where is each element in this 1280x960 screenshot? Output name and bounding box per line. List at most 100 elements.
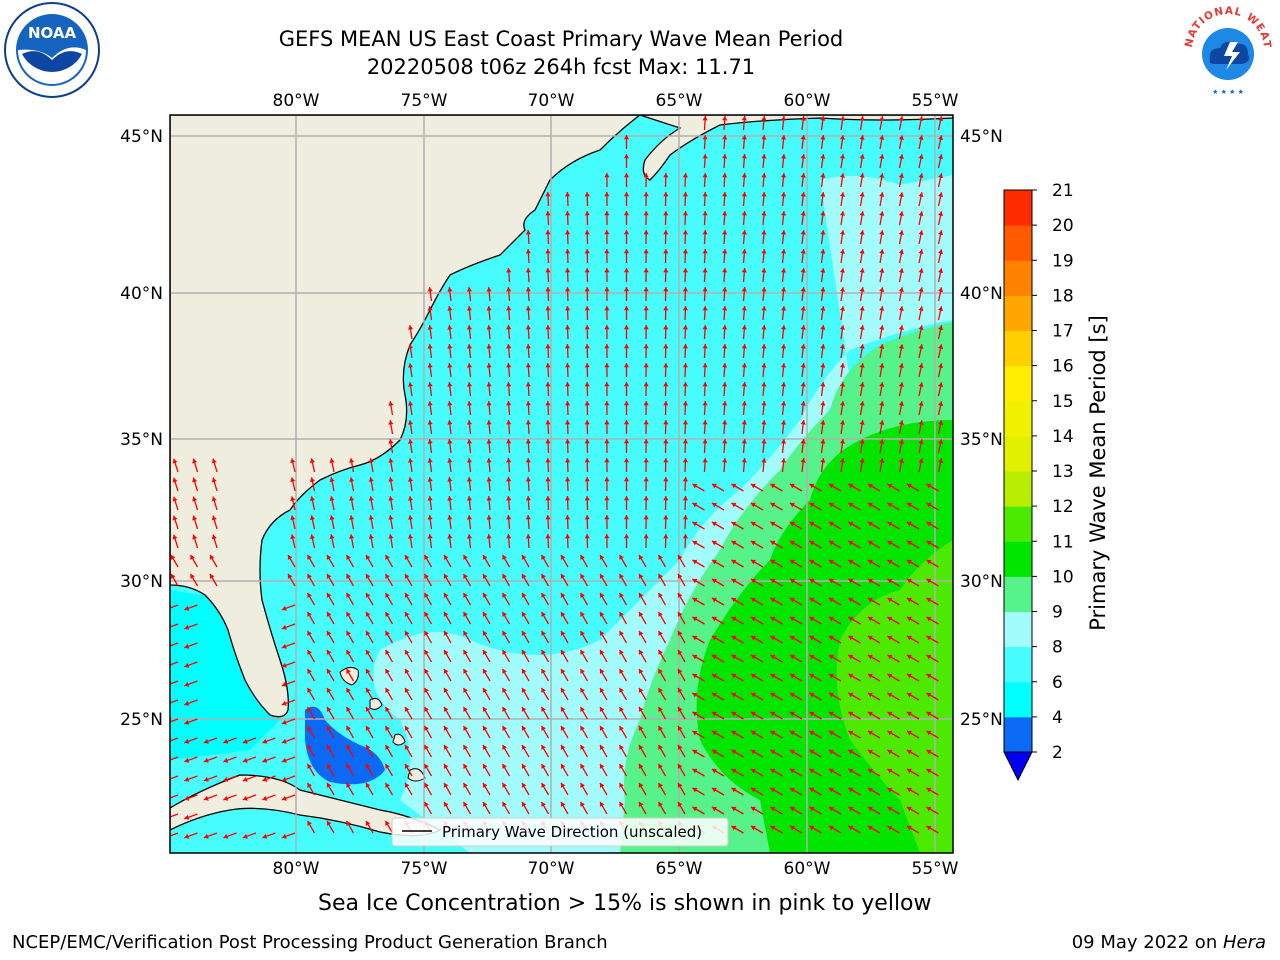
- wave-arrow-head: [663, 268, 669, 273]
- wave-arrow-head: [938, 458, 944, 464]
- wave-arrow-head: [722, 230, 728, 235]
- wave-arrow-head: [580, 573, 585, 579]
- wave-arrow-head: [848, 692, 854, 698]
- wave-arrow-head: [761, 382, 767, 387]
- wave-arrow-head: [443, 592, 449, 598]
- wave-arrow-head: [619, 687, 624, 693]
- wave-arrow-head: [741, 306, 747, 311]
- wave-arrow-head: [184, 833, 190, 839]
- wave-arrow-head: [820, 325, 826, 330]
- wave-arrow-head: [750, 673, 756, 679]
- wave-arrow-head: [859, 211, 865, 216]
- wave-arrow-head: [506, 401, 512, 406]
- wave-arrow-head: [906, 787, 912, 793]
- colorbar-swatch: [1004, 330, 1032, 367]
- wave-arrow-head: [486, 382, 492, 387]
- wave-arrow-head: [938, 154, 944, 160]
- wave-arrow-head: [800, 249, 806, 254]
- wave-arrow-head: [731, 616, 737, 622]
- wave-arrow-head: [443, 763, 449, 769]
- wave-arrow-head: [887, 787, 893, 793]
- wave-arrow-head: [731, 768, 737, 774]
- wave-arrow-head: [623, 173, 630, 178]
- wave-arrow-head: [848, 597, 854, 603]
- wave-arrow-head: [692, 768, 698, 774]
- wave-arrow-head: [761, 325, 767, 330]
- wave-arrow-head: [565, 534, 571, 539]
- wave-arrow-head: [918, 287, 924, 292]
- wave-arrow-head: [918, 135, 924, 140]
- wave-arrow-head: [711, 768, 717, 774]
- wave-arrow-head: [867, 559, 873, 565]
- wave-arrow-head: [711, 711, 717, 717]
- wave-arrow-head: [692, 502, 698, 508]
- wave-arrow-head: [388, 496, 394, 501]
- wave-arrow-head: [560, 668, 566, 674]
- wave-arrow-head: [918, 173, 924, 178]
- wave-arrow-head: [623, 154, 630, 159]
- wave-arrow-head: [287, 554, 293, 560]
- wave-arrow-head: [658, 706, 663, 712]
- wave-arrow-head: [741, 249, 747, 254]
- wave-arrow-head: [731, 521, 737, 527]
- wave-arrow-head: [565, 363, 571, 368]
- wave-arrow-head: [731, 787, 737, 793]
- wave-arrow-head: [541, 668, 546, 674]
- wave-arrow-head: [839, 154, 845, 159]
- wave-arrow-head: [346, 820, 351, 826]
- wave-arrow-head: [938, 116, 944, 122]
- wave-arrow-head: [859, 382, 865, 387]
- colorbar-swatch: [1004, 716, 1032, 753]
- wave-arrow-head: [580, 554, 585, 560]
- wave-arrow-head: [867, 673, 873, 679]
- wave-arrow-head: [828, 692, 834, 698]
- wave-arrow-head: [839, 268, 845, 273]
- wave-arrow-head: [789, 578, 795, 584]
- wave-arrow-head: [486, 325, 492, 330]
- wave-arrow-head: [521, 630, 527, 636]
- wave-arrow-head: [781, 211, 787, 216]
- wave-arrow-head: [906, 749, 912, 755]
- wave-arrow-head: [711, 559, 717, 565]
- wave-arrow-head: [741, 135, 747, 140]
- wave-arrow-head: [658, 763, 663, 769]
- wave-arrow-head: [541, 763, 546, 769]
- wave-arrow-head: [545, 211, 551, 216]
- wave-arrow-head: [781, 420, 787, 425]
- wave-arrow-head: [388, 458, 394, 463]
- wave-arrow-head: [560, 630, 566, 636]
- wave-arrow-head: [677, 725, 683, 731]
- wave-arrow-head: [898, 154, 904, 159]
- wave-arrow-head: [545, 477, 551, 482]
- wave-arrow-head: [722, 458, 728, 463]
- wave-arrow-head: [623, 363, 630, 368]
- wave-arrow-head: [682, 496, 688, 501]
- wave-arrow-head: [859, 135, 865, 140]
- map-title: GEFS MEAN US East Coast Primary Wave Mea…: [278, 27, 844, 51]
- wave-arrow-head: [741, 211, 747, 216]
- wave-arrow-head: [722, 211, 728, 216]
- wave-arrow-head: [879, 249, 885, 254]
- wave-arrow-head: [463, 630, 468, 636]
- wave-arrow-head: [307, 592, 312, 598]
- wave-arrow-head: [584, 344, 590, 349]
- wave-arrow-head: [599, 630, 605, 636]
- wave-arrow-head: [731, 540, 737, 546]
- wave-arrow-head: [918, 268, 924, 273]
- wave-arrow-head: [599, 573, 605, 579]
- wave-arrow-head: [898, 230, 904, 235]
- wave-arrow-head: [623, 325, 630, 330]
- wave-arrow-head: [427, 477, 433, 482]
- wave-arrow-head: [859, 439, 865, 444]
- wave-arrow-head: [404, 649, 410, 655]
- wave-arrow-head: [560, 554, 566, 560]
- wave-arrow-head: [750, 749, 756, 755]
- wave-arrow-head: [828, 673, 834, 679]
- noaa-logo-text: NOAA: [28, 24, 77, 42]
- wave-arrow-head: [329, 477, 335, 482]
- lon-label-top: 60°W: [784, 91, 831, 111]
- lon-label-top: 75°W: [401, 91, 448, 111]
- wave-arrow-head: [408, 420, 414, 425]
- wave-arrow-head: [619, 725, 624, 731]
- wave-arrow-head: [926, 654, 932, 660]
